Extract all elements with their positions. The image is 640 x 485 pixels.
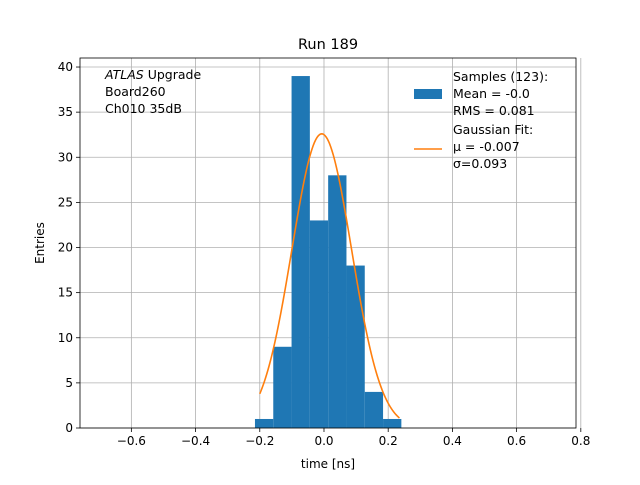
- histogram-bar: [346, 265, 365, 428]
- histogram-bar: [328, 175, 347, 428]
- annotation-line-3: Ch010 35dB: [105, 101, 182, 116]
- annotation-line-1: ATLAS Upgrade: [104, 67, 201, 82]
- histogram-bar: [273, 346, 292, 428]
- histogram-bar: [291, 76, 310, 429]
- legend: Samples (123): Mean = -0.0 RMS = 0.081 G…: [414, 69, 548, 171]
- gaussian-fit: [259, 133, 400, 419]
- legend-fit-mu: μ = -0.007: [453, 139, 520, 154]
- atlas-annotation: ATLAS Upgrade Board260 Ch010 35dB: [104, 67, 201, 116]
- legend-hist-rms: RMS = 0.081: [453, 103, 535, 118]
- y-axis-ticks: 0 5 10 15 20 25 30 35 40: [58, 60, 80, 435]
- legend-hist-mean: Mean = -0.0: [453, 86, 530, 101]
- annotation-upgrade: Upgrade: [144, 67, 202, 82]
- x-axis-ticks: −0.6 −0.4 −0.2 0.0 0.2 0.4 0.6 0.8: [117, 428, 590, 448]
- histogram-bar: [364, 391, 384, 428]
- annotation-line-2: Board260: [105, 84, 166, 99]
- y-tick-label: 5: [65, 376, 73, 390]
- y-tick-label: 10: [58, 331, 73, 345]
- y-tick-label: 30: [58, 150, 73, 164]
- y-axis-label: Entries: [33, 222, 47, 264]
- chart-title: Run 189: [298, 37, 358, 53]
- histogram-bar: [383, 418, 402, 428]
- x-tick-label: 0.6: [507, 434, 526, 448]
- y-tick-label: 15: [58, 286, 73, 300]
- histogram-bar: [254, 418, 274, 428]
- x-tick-label: −0.2: [245, 434, 274, 448]
- x-tick-label: −0.6: [117, 434, 146, 448]
- x-tick-label: 0.8: [571, 434, 590, 448]
- gaussian-fit-curve: [259, 133, 400, 419]
- x-tick-label: −0.4: [181, 434, 210, 448]
- y-tick-label: 0: [65, 421, 73, 435]
- plot-frame: [79, 57, 577, 429]
- histogram-bar: [309, 220, 329, 428]
- histogram-bars: [254, 76, 402, 429]
- y-tick-label: 20: [58, 241, 73, 255]
- x-axis-label: time [ns]: [301, 457, 355, 471]
- annotation-atlas: ATLAS: [104, 67, 144, 82]
- legend-hist-title: Samples (123):: [453, 69, 548, 84]
- y-tick-label: 35: [58, 105, 73, 119]
- y-tick-label: 25: [58, 195, 73, 209]
- legend-fit-title: Gaussian Fit:: [453, 122, 533, 137]
- legend-hist-swatch: [414, 89, 442, 99]
- x-tick-label: 0.2: [379, 434, 398, 448]
- y-tick-label: 40: [58, 60, 73, 74]
- legend-fit-sigma: σ=0.093: [453, 156, 507, 171]
- x-tick-label: 0.0: [314, 434, 333, 448]
- x-tick-label: 0.4: [443, 434, 462, 448]
